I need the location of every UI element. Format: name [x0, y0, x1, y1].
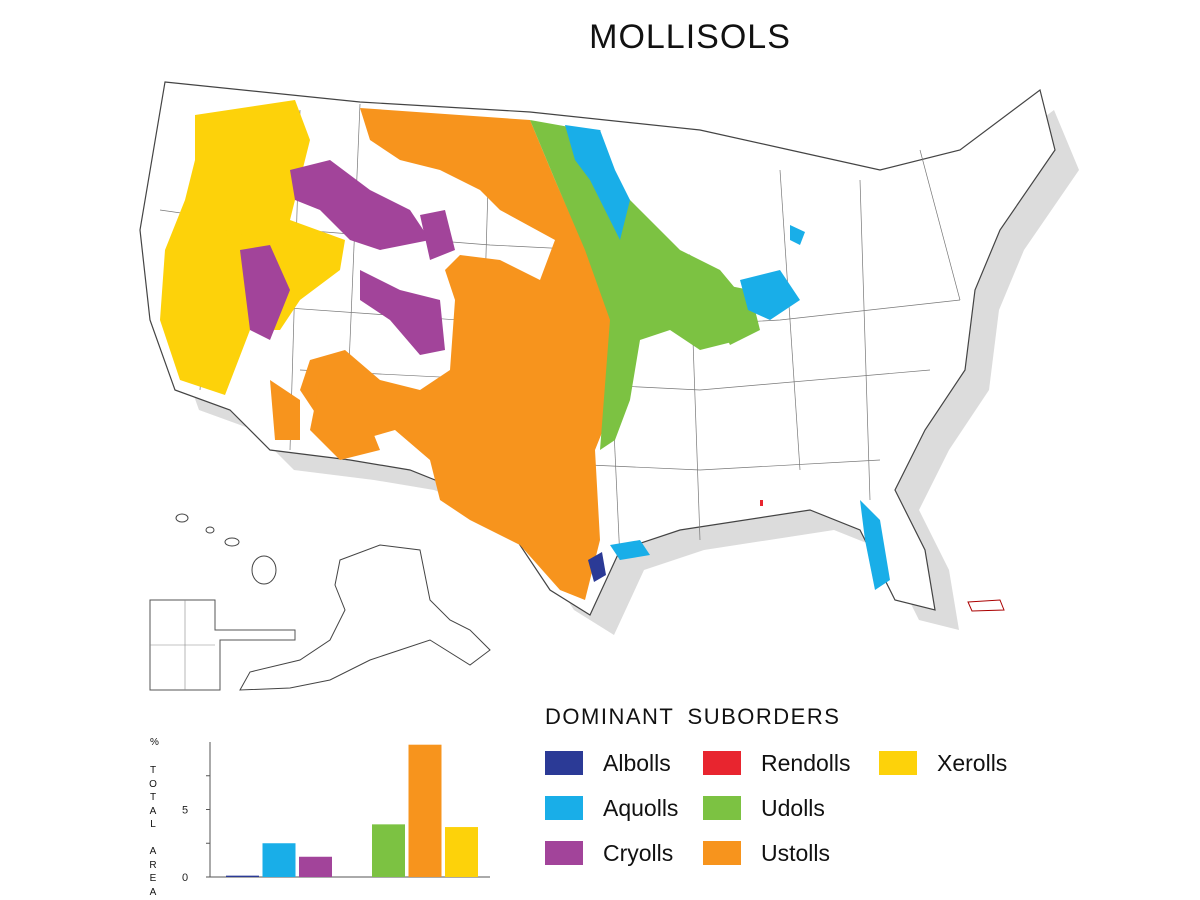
alaska-outline [239, 544, 491, 691]
legend-item-albolls: Albolls [545, 749, 671, 777]
legend-item-udolls: Udolls [703, 794, 825, 822]
legend-swatch-albolls [545, 751, 583, 775]
chart-unit-label: % [150, 737, 159, 748]
legend-item-ustolls: Ustolls [703, 839, 830, 867]
chart-bar-cryolls [299, 856, 332, 877]
chart-bar-aquolls [262, 843, 296, 877]
cryolls-region [240, 160, 455, 355]
legend-label-cryolls: Cryolls [603, 839, 674, 866]
legend-swatch-xerolls [879, 751, 917, 775]
legend-title: DOMINANT SUBORDERS [545, 704, 841, 729]
aquolls-region [565, 125, 890, 590]
ustolls-region [270, 108, 615, 600]
alaska-inset [149, 599, 296, 691]
map-title: MOLLISOLS [589, 18, 791, 56]
legend-item-aquolls: Aquolls [545, 794, 678, 822]
chart-bar-albolls [226, 875, 259, 877]
chart-bar-ustolls [408, 744, 442, 877]
area-bar-chart: 05 [182, 742, 490, 884]
chart-y-tick-label: 5 [182, 805, 188, 817]
legend-label-albolls: Albolls [603, 749, 671, 776]
chart-bar-xerolls [445, 827, 478, 877]
legend-label-xerolls: Xerolls [937, 749, 1008, 776]
hawaii-islands [175, 513, 277, 585]
legend-item-rendolls: Rendolls [703, 749, 851, 777]
legend-swatch-ustolls [703, 841, 741, 865]
legend-label-aquolls: Aquolls [603, 794, 679, 821]
legend-swatch-cryolls [545, 841, 583, 865]
us-soil-map [139, 81, 1079, 691]
legend-swatch-rendolls [703, 751, 741, 775]
legend-label-rendolls: Rendolls [761, 749, 851, 776]
puerto-rico [967, 599, 1005, 612]
legend-swatch-udolls [703, 796, 741, 820]
chart-bar-udolls [372, 824, 405, 877]
legend-label-udolls: Udolls [761, 794, 825, 821]
albolls-region [588, 552, 606, 582]
legend-item-xerolls: Xerolls [879, 749, 1007, 777]
legend-item-cryolls: Cryolls [545, 839, 673, 867]
chart-y-tick-label: 0 [182, 872, 188, 884]
rendolls-region [760, 500, 763, 506]
legend-label-ustolls: Ustolls [761, 839, 831, 866]
legend-swatch-aquolls [545, 796, 583, 820]
